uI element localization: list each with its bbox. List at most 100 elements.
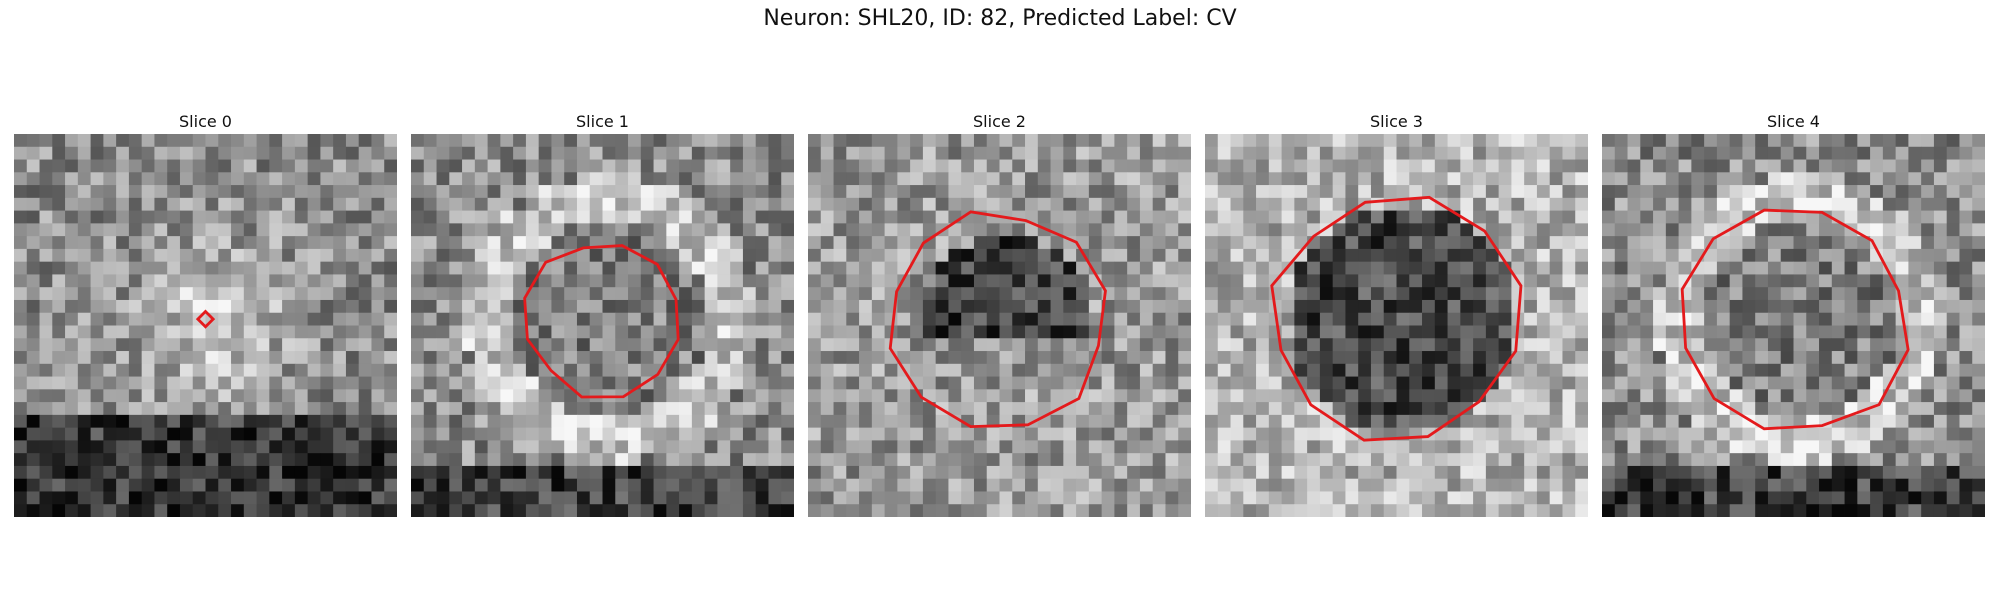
image-pixel: [1358, 363, 1372, 377]
image-pixel: [384, 248, 397, 263]
image-pixel: [243, 453, 257, 467]
image-pixel: [513, 134, 527, 148]
image-pixel: [1139, 159, 1154, 173]
image-pixel: [1205, 325, 1219, 339]
image-pixel: [1933, 351, 1948, 365]
image-pixel: [1806, 134, 1820, 148]
image-pixel: [551, 287, 565, 301]
image-pixel: [859, 172, 873, 186]
image-pixel: [551, 351, 565, 365]
image-pixel: [922, 338, 937, 352]
image-pixel: [628, 338, 642, 352]
image-pixel: [1959, 261, 1973, 275]
image-pixel: [1729, 465, 1743, 480]
image-pixel: [1857, 159, 1871, 173]
image-pixel: [961, 491, 975, 505]
image-pixel: [487, 312, 501, 326]
image-pixel: [973, 172, 988, 186]
image-pixel: [1307, 453, 1321, 467]
image-pixel: [615, 287, 629, 301]
image-pixel: [1370, 363, 1385, 377]
image-pixel: [704, 376, 718, 390]
image-pixel: [1946, 478, 1960, 492]
image-pixel: [1793, 223, 1807, 237]
image-pixel: [666, 414, 680, 429]
image-pixel: [1152, 261, 1166, 275]
image-pixel: [871, 491, 885, 505]
image-pixel: [1972, 440, 1985, 454]
image-pixel: [345, 236, 360, 250]
image-pixel: [26, 414, 40, 429]
image-pixel: [90, 453, 104, 467]
image-pixel: [717, 261, 731, 275]
image-pixel: [1691, 210, 1705, 224]
image-pixel: [1972, 414, 1985, 429]
slice-panel-0: Slice 0: [14, 110, 397, 517]
image-pixel: [103, 261, 117, 275]
image-pixel: [1921, 351, 1935, 365]
image-pixel: [1729, 287, 1743, 301]
image-pixel: [449, 134, 463, 148]
image-pixel: [1831, 351, 1845, 365]
image-pixel: [1498, 427, 1512, 441]
image-pixel: [1409, 351, 1423, 365]
image-pixel: [1088, 363, 1103, 377]
image-pixel: [1101, 351, 1115, 365]
image-pixel: [1627, 185, 1641, 199]
image-pixel: [1281, 504, 1295, 517]
image-pixel: [141, 363, 155, 377]
image-pixel: [755, 453, 769, 467]
image-pixel: [345, 248, 360, 263]
image-pixel: [345, 146, 360, 160]
image-pixel: [1409, 312, 1423, 326]
image-pixel: [1383, 287, 1397, 301]
image-pixel: [1742, 248, 1756, 263]
image-pixel: [1882, 248, 1897, 263]
image-pixel: [1383, 185, 1397, 199]
image-pixel: [52, 440, 66, 454]
image-pixel: [1114, 312, 1128, 326]
image-pixel: [691, 236, 706, 250]
image-pixel: [39, 351, 53, 365]
image-pixel: [742, 185, 757, 199]
image-pixel: [1037, 287, 1051, 301]
image-pixel: [436, 146, 450, 160]
image-pixel: [1050, 210, 1064, 224]
image-pixel: [1665, 172, 1679, 186]
image-pixel: [1383, 312, 1397, 326]
image-pixel: [1243, 389, 1257, 403]
image-pixel: [218, 172, 232, 186]
image-pixel: [1217, 389, 1231, 403]
image-pixel: [1063, 338, 1077, 352]
image-pixel: [205, 363, 219, 377]
image-pixel: [192, 287, 206, 301]
image-pixel: [1819, 159, 1833, 173]
image-pixel: [1268, 453, 1282, 467]
image-pixel: [52, 172, 66, 186]
image-pixel: [1152, 159, 1166, 173]
image-pixel: [436, 453, 450, 467]
image-pixel: [218, 248, 232, 263]
image-pixel: [961, 363, 975, 377]
image-pixel: [103, 159, 117, 173]
image-pixel: [564, 504, 578, 517]
image-pixel: [1524, 172, 1538, 186]
image-pixel: [538, 172, 552, 186]
image-pixel: [77, 325, 91, 339]
image-pixel: [1281, 248, 1295, 263]
image-pixel: [243, 197, 257, 211]
image-pixel: [1793, 299, 1807, 314]
image-pixel: [167, 299, 181, 314]
image-pixel: [474, 491, 488, 505]
image-pixel: [1178, 248, 1191, 263]
image-pixel: [1908, 453, 1922, 467]
image-pixel: [961, 261, 975, 275]
image-pixel: [474, 453, 488, 467]
image-pixel: [320, 338, 334, 352]
image-pixel: [1485, 478, 1500, 492]
image-pixel: [1806, 287, 1820, 301]
image-pixel: [513, 504, 527, 517]
image-pixel: [141, 299, 155, 314]
image-pixel: [52, 146, 66, 160]
image-pixel: [1050, 453, 1064, 467]
